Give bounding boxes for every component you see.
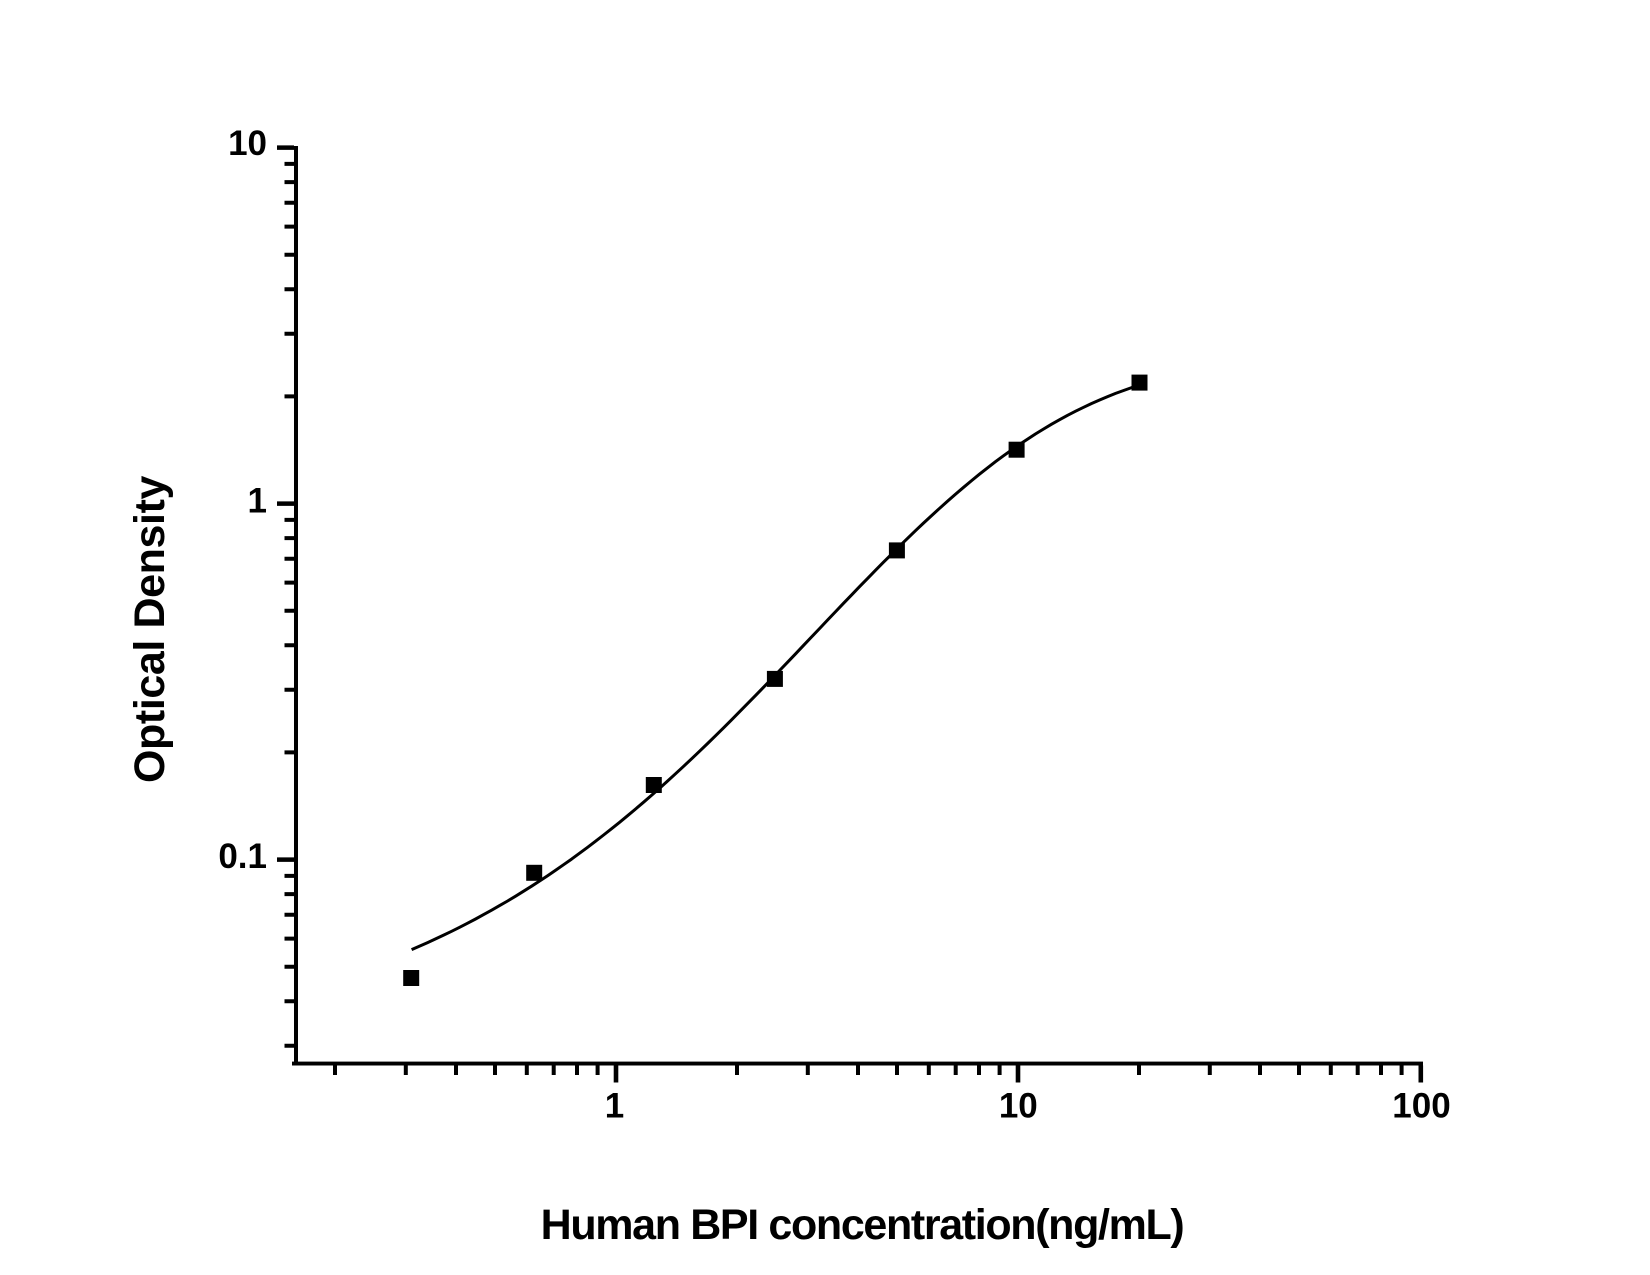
svg-text:10: 10 bbox=[999, 1087, 1038, 1126]
svg-text:Optical Density: Optical Density bbox=[126, 475, 174, 783]
svg-text:10: 10 bbox=[228, 124, 267, 163]
svg-text:Human BPI concentration(ng/mL): Human BPI concentration(ng/mL) bbox=[541, 1201, 1184, 1249]
svg-text:0.1: 0.1 bbox=[218, 837, 267, 876]
svg-text:100: 100 bbox=[1392, 1087, 1450, 1126]
svg-text:1: 1 bbox=[605, 1087, 624, 1126]
svg-text:1: 1 bbox=[248, 482, 267, 521]
